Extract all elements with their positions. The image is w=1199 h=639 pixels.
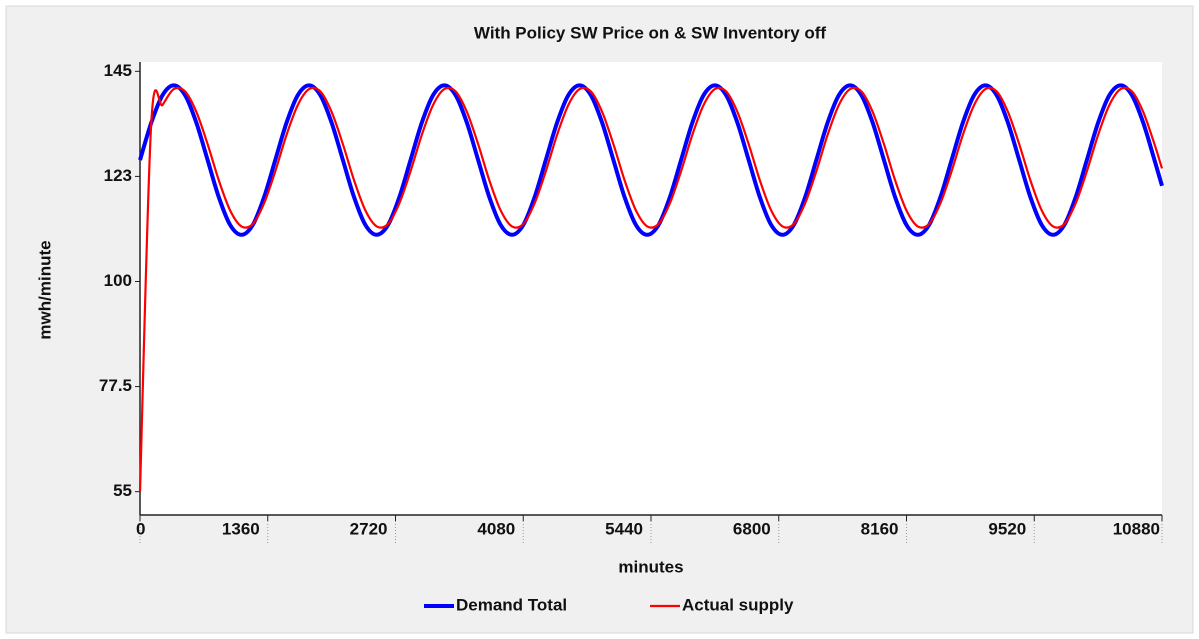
y-tick-label: 55 — [113, 481, 132, 500]
y-tick-label: 123 — [104, 166, 132, 185]
legend-label: Demand Total — [456, 595, 567, 614]
chart-title: With Policy SW Price on & SW Inventory o… — [474, 23, 826, 42]
y-tick-label: 100 — [104, 271, 132, 290]
y-axis-label: mwh/minute — [35, 240, 54, 339]
series-line — [138, 83, 1164, 237]
x-tick-label: 8160 — [861, 519, 899, 538]
x-tick-label: 10880 — [1113, 519, 1160, 538]
y-tick-label: 77.5 — [99, 376, 132, 395]
x-tick-label: 2720 — [350, 519, 388, 538]
x-tick-label: 1360 — [222, 519, 260, 538]
x-axis-label: minutes — [618, 557, 683, 576]
y-tick-label: 145 — [104, 61, 132, 80]
x-tick-label: 9520 — [988, 519, 1026, 538]
legend-label: Actual supply — [682, 595, 794, 614]
series-line — [138, 86, 1164, 492]
x-tick-label: 4080 — [477, 519, 515, 538]
x-tick-label: 0 — [136, 519, 145, 538]
x-tick-label: 6800 — [733, 519, 771, 538]
plot-area — [140, 62, 1162, 515]
x-tick-label: 5440 — [605, 519, 643, 538]
